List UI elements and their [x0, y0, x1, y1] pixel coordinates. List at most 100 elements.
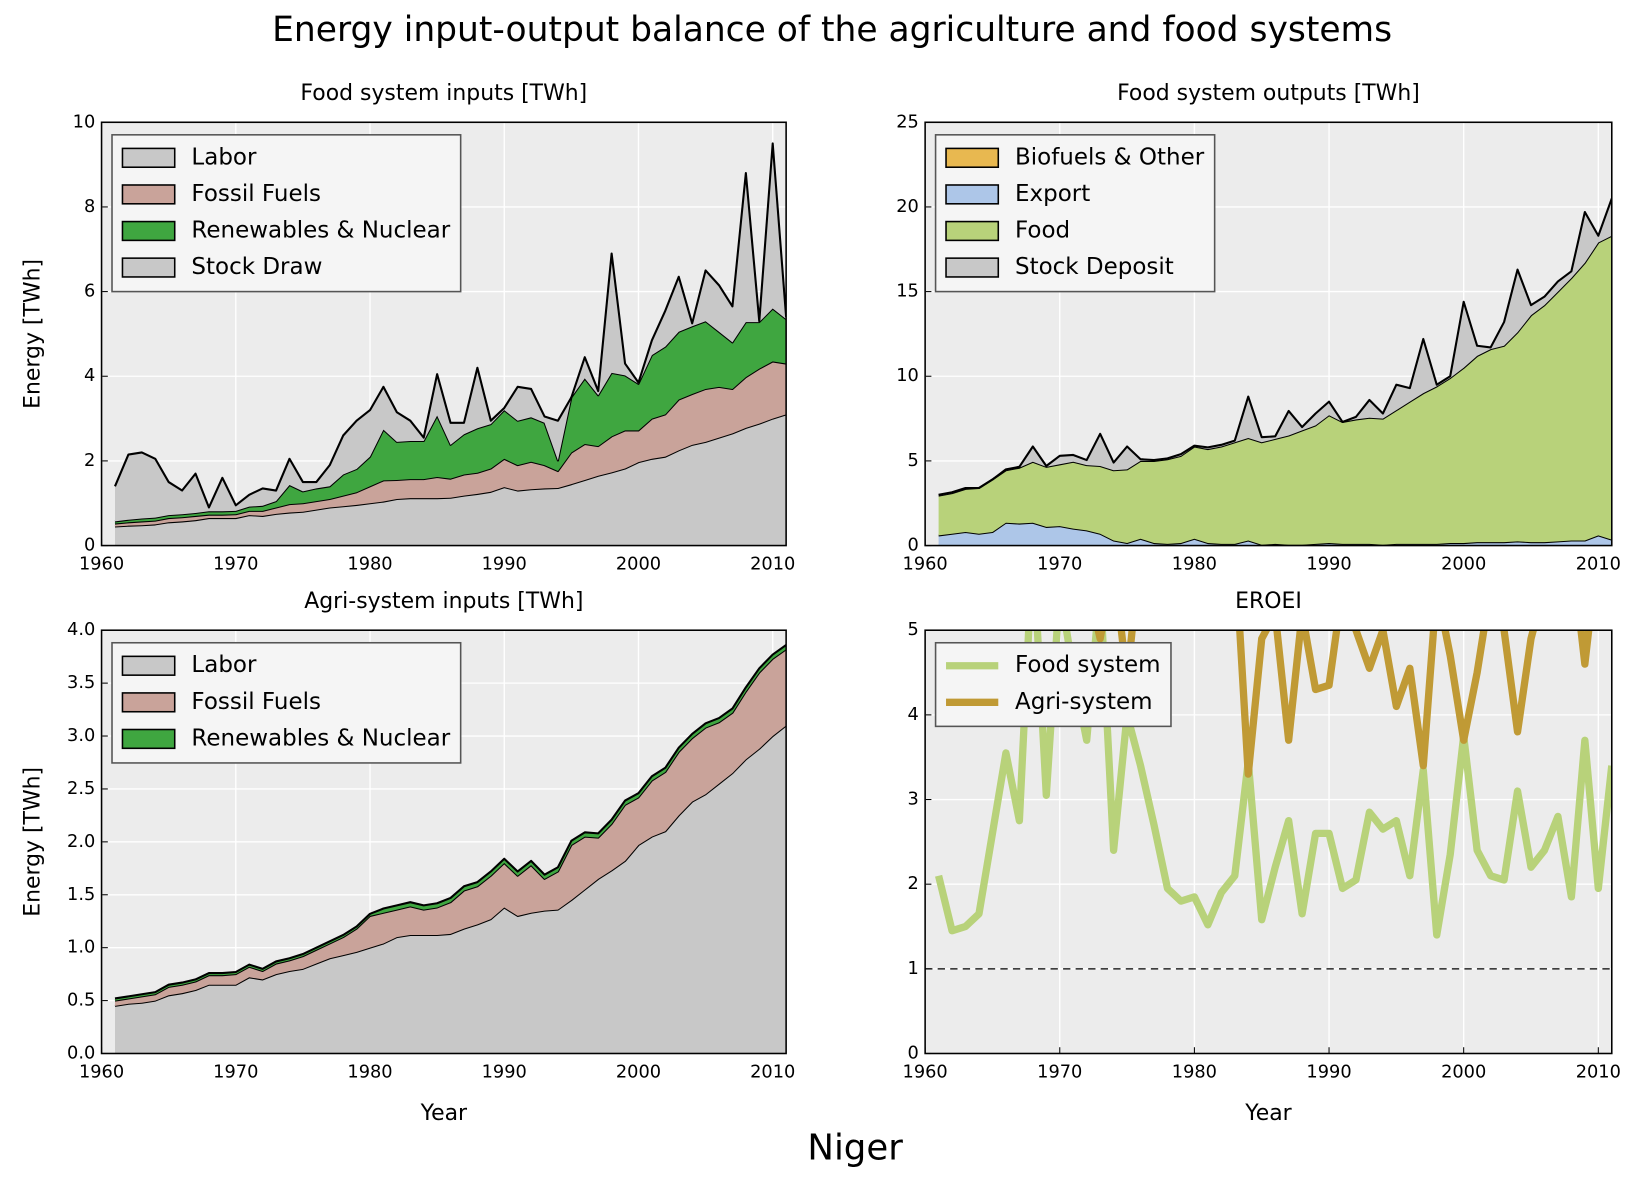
legend-swatch: [121, 257, 176, 278]
y-tick-label: 8: [84, 197, 95, 217]
y-tick-label: 10: [896, 366, 919, 386]
x-tick-label: 1980: [1172, 554, 1217, 574]
legend-label: Stock Draw: [191, 254, 322, 280]
legend-label: Labor: [191, 144, 257, 170]
legend-label: Stock Deposit: [1015, 254, 1174, 280]
legend-swatch: [121, 220, 176, 242]
x-tick-label: 1970: [213, 1062, 258, 1082]
x-tick-label: 2000: [1441, 1062, 1486, 1082]
y-tick-label: 1.0: [67, 938, 95, 958]
y-tick-label: 10: [73, 112, 96, 132]
subplot: Agri-system inputs [TWh] Energy [TWh] Year…: [21, 589, 796, 1126]
y-tick-label: 0: [84, 536, 95, 556]
subplot: EROEI Year 0 1 2 3 4 5 1960 1970 1980 1990 2000 2010 F…: [903, 589, 1621, 1126]
x-tick-label: 1990: [1306, 1062, 1351, 1082]
plot-content: [114, 644, 787, 1054]
x-tick-label: 1980: [347, 1062, 392, 1082]
subplot: Food system inputs [TWh] Energy [TWh] 0 2 4 6…: [21, 81, 796, 574]
legend-label: Labor: [191, 652, 257, 678]
y-tick-label: 15: [896, 282, 919, 302]
legend-swatch: [945, 220, 1000, 242]
legend-swatch: [121, 147, 176, 169]
legend-label: Renewables & Nuclear: [191, 725, 450, 751]
legend-swatch: [945, 184, 1000, 205]
y-tick-label: 0: [908, 536, 919, 556]
legend-label: Renewables & Nuclear: [191, 217, 450, 243]
stack-area: [114, 361, 787, 527]
x-tick-label: 2010: [1576, 1062, 1621, 1082]
y-tick-label: 20: [896, 197, 919, 217]
x-tick-label: 2010: [1576, 554, 1621, 574]
y-tick-label: 4: [908, 705, 919, 725]
figure-title: Energy input-output balance of the agric…: [272, 10, 1392, 50]
x-tick-label: 2000: [616, 554, 661, 574]
stack-area: [114, 308, 787, 524]
y-tick-label: 3: [908, 790, 919, 810]
subplot: Food system outputs [TWh] 0 5 10 15 20 25 1960 1…: [896, 81, 1621, 574]
y-tick-label: 3.0: [67, 726, 95, 746]
plot-content: [938, 198, 1612, 546]
legend-label: Food: [1015, 217, 1070, 243]
y-tick-label: 0.0: [67, 1043, 95, 1063]
stack-edge: [114, 142, 787, 509]
legend-swatch: [121, 692, 176, 713]
y-tick-label: 0.5: [67, 991, 95, 1011]
figure-caption: Niger: [807, 1128, 903, 1169]
legend-swatch: [121, 655, 176, 676]
x-tick-label: 1990: [482, 1062, 527, 1082]
x-tick-label: 2010: [750, 554, 795, 574]
y-tick-label: 2: [84, 451, 95, 471]
legend: Labor Fossil Fuels Renewables & Nuclear: [111, 641, 462, 764]
y-tick-label: 1: [908, 959, 919, 979]
x-tick-label: 1980: [347, 554, 392, 574]
axes-frame: [100, 629, 787, 1055]
y-tick-label: 25: [896, 112, 919, 132]
x-tick-label: 1970: [1037, 1062, 1082, 1082]
legend: Biofuels & Other Export Food Stock Deposit: [934, 134, 1216, 293]
plot-content: [114, 142, 787, 546]
legend-label: Biofuels & Other: [1015, 144, 1205, 170]
x-tick-label: 1970: [213, 554, 258, 574]
legend-swatch: [945, 257, 1000, 278]
legend-label: Agri-system: [1015, 689, 1153, 715]
legend-label: Export: [1015, 181, 1090, 207]
stack-area: [114, 414, 787, 546]
x-tick-label: 1980: [1172, 1062, 1217, 1082]
y-axis-label: Energy [TWh]: [21, 767, 46, 917]
legend-swatch: [945, 147, 1000, 169]
x-tick-label: 1960: [79, 554, 124, 574]
x-tick-label: 2000: [1441, 554, 1486, 574]
y-tick-label: 2: [908, 874, 919, 894]
y-tick-label: 5: [908, 620, 919, 640]
stack-area: [938, 198, 1612, 496]
y-tick-label: 2.5: [67, 779, 95, 799]
axes-frame: [924, 629, 1613, 1055]
legend-label: Fossil Fuels: [191, 181, 321, 207]
stack-edge: [938, 198, 1612, 496]
stack-area: [114, 725, 787, 1054]
x-tick-label: 1960: [903, 1062, 948, 1082]
subplot-title: Agri-system inputs [TWh]: [304, 589, 583, 614]
subplot-title: Food system inputs [TWh]: [300, 81, 587, 106]
y-tick-label: 0: [908, 1043, 919, 1063]
stack-area: [938, 235, 1612, 545]
subplot-title: Food system outputs [TWh]: [1117, 81, 1420, 106]
axes-frame: [100, 121, 787, 547]
x-tick-label: 2010: [750, 1062, 795, 1082]
legend: Labor Fossil Fuels Renewables & Nuclear Sto…: [111, 134, 462, 293]
y-tick-label: 5: [908, 451, 919, 471]
y-tick-label: 1.5: [67, 885, 95, 905]
y-tick-label: 3.5: [67, 673, 95, 693]
stack-area: [114, 649, 787, 1006]
x-tick-label: 1960: [79, 1062, 124, 1082]
y-axis-label: Energy [TWh]: [21, 259, 46, 409]
y-tick-label: 4: [84, 366, 95, 386]
legend-swatch: [121, 184, 176, 205]
subplot-title: EROEI: [1235, 589, 1302, 614]
legend-label: Food system: [1015, 652, 1161, 678]
x-axis-label: Year: [1244, 1101, 1292, 1126]
legend-label: Fossil Fuels: [191, 689, 321, 715]
y-tick-label: 6: [84, 282, 95, 302]
y-tick-label: 2.0: [67, 832, 95, 852]
